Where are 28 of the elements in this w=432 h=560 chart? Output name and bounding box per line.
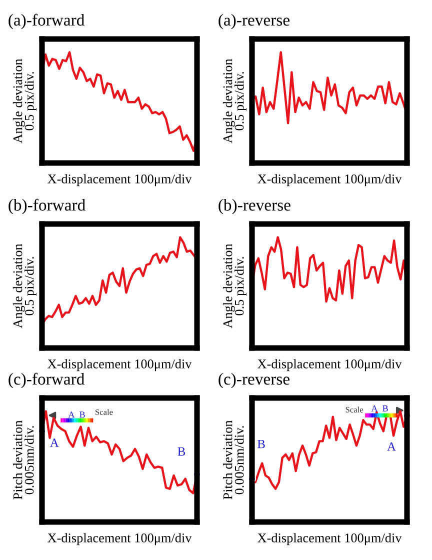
annotation: B [178,447,186,456]
annotation: B [80,412,85,418]
x-axis-title: X-displacement 100μm/div [258,533,402,546]
x-axis-title: X-displacement 100μm/div [48,359,192,372]
chart-title: (b)-reverse [218,198,290,214]
annotation: A [50,438,59,447]
y-axis-title: Angle deviation 0.5 pix/div. [222,244,246,328]
chart-title: (a)-reverse [218,14,290,30]
y-axis-title: Angle deviation 0.5 pix/div. [12,244,36,328]
chart-title: (b)-forward [8,198,86,214]
annotation: A [387,442,396,451]
x-axis-title: X-displacement 100μm/div [258,174,402,186]
x-axis-title: X-displacement 100μm/div [258,359,402,372]
x-axis-title: X-displacement 100μm/div [48,533,192,546]
chart-title: (c)-reverse [218,372,290,388]
annotation: B [382,405,388,412]
y-axis-title: Pitch deviation 0.005nm/div. [222,420,244,500]
annotation: Scale [96,409,113,415]
y-axis-title: Angle deviation 0.5 pix/div. [222,58,246,144]
annotation: Scale [346,406,364,412]
annotation: B [257,440,265,448]
annotation: A [68,412,75,418]
annotation: A [371,405,378,412]
y-axis-title: Angle deviation 0.5 pix/div. [12,58,36,144]
chart-title: (c)-forward [8,372,84,388]
x-axis-title: X-displacement 100μm/div [48,174,192,186]
chart-title: (a)-forward [8,14,84,30]
y-axis-title: Pitch deviation 0.005nm/div. [12,420,34,500]
